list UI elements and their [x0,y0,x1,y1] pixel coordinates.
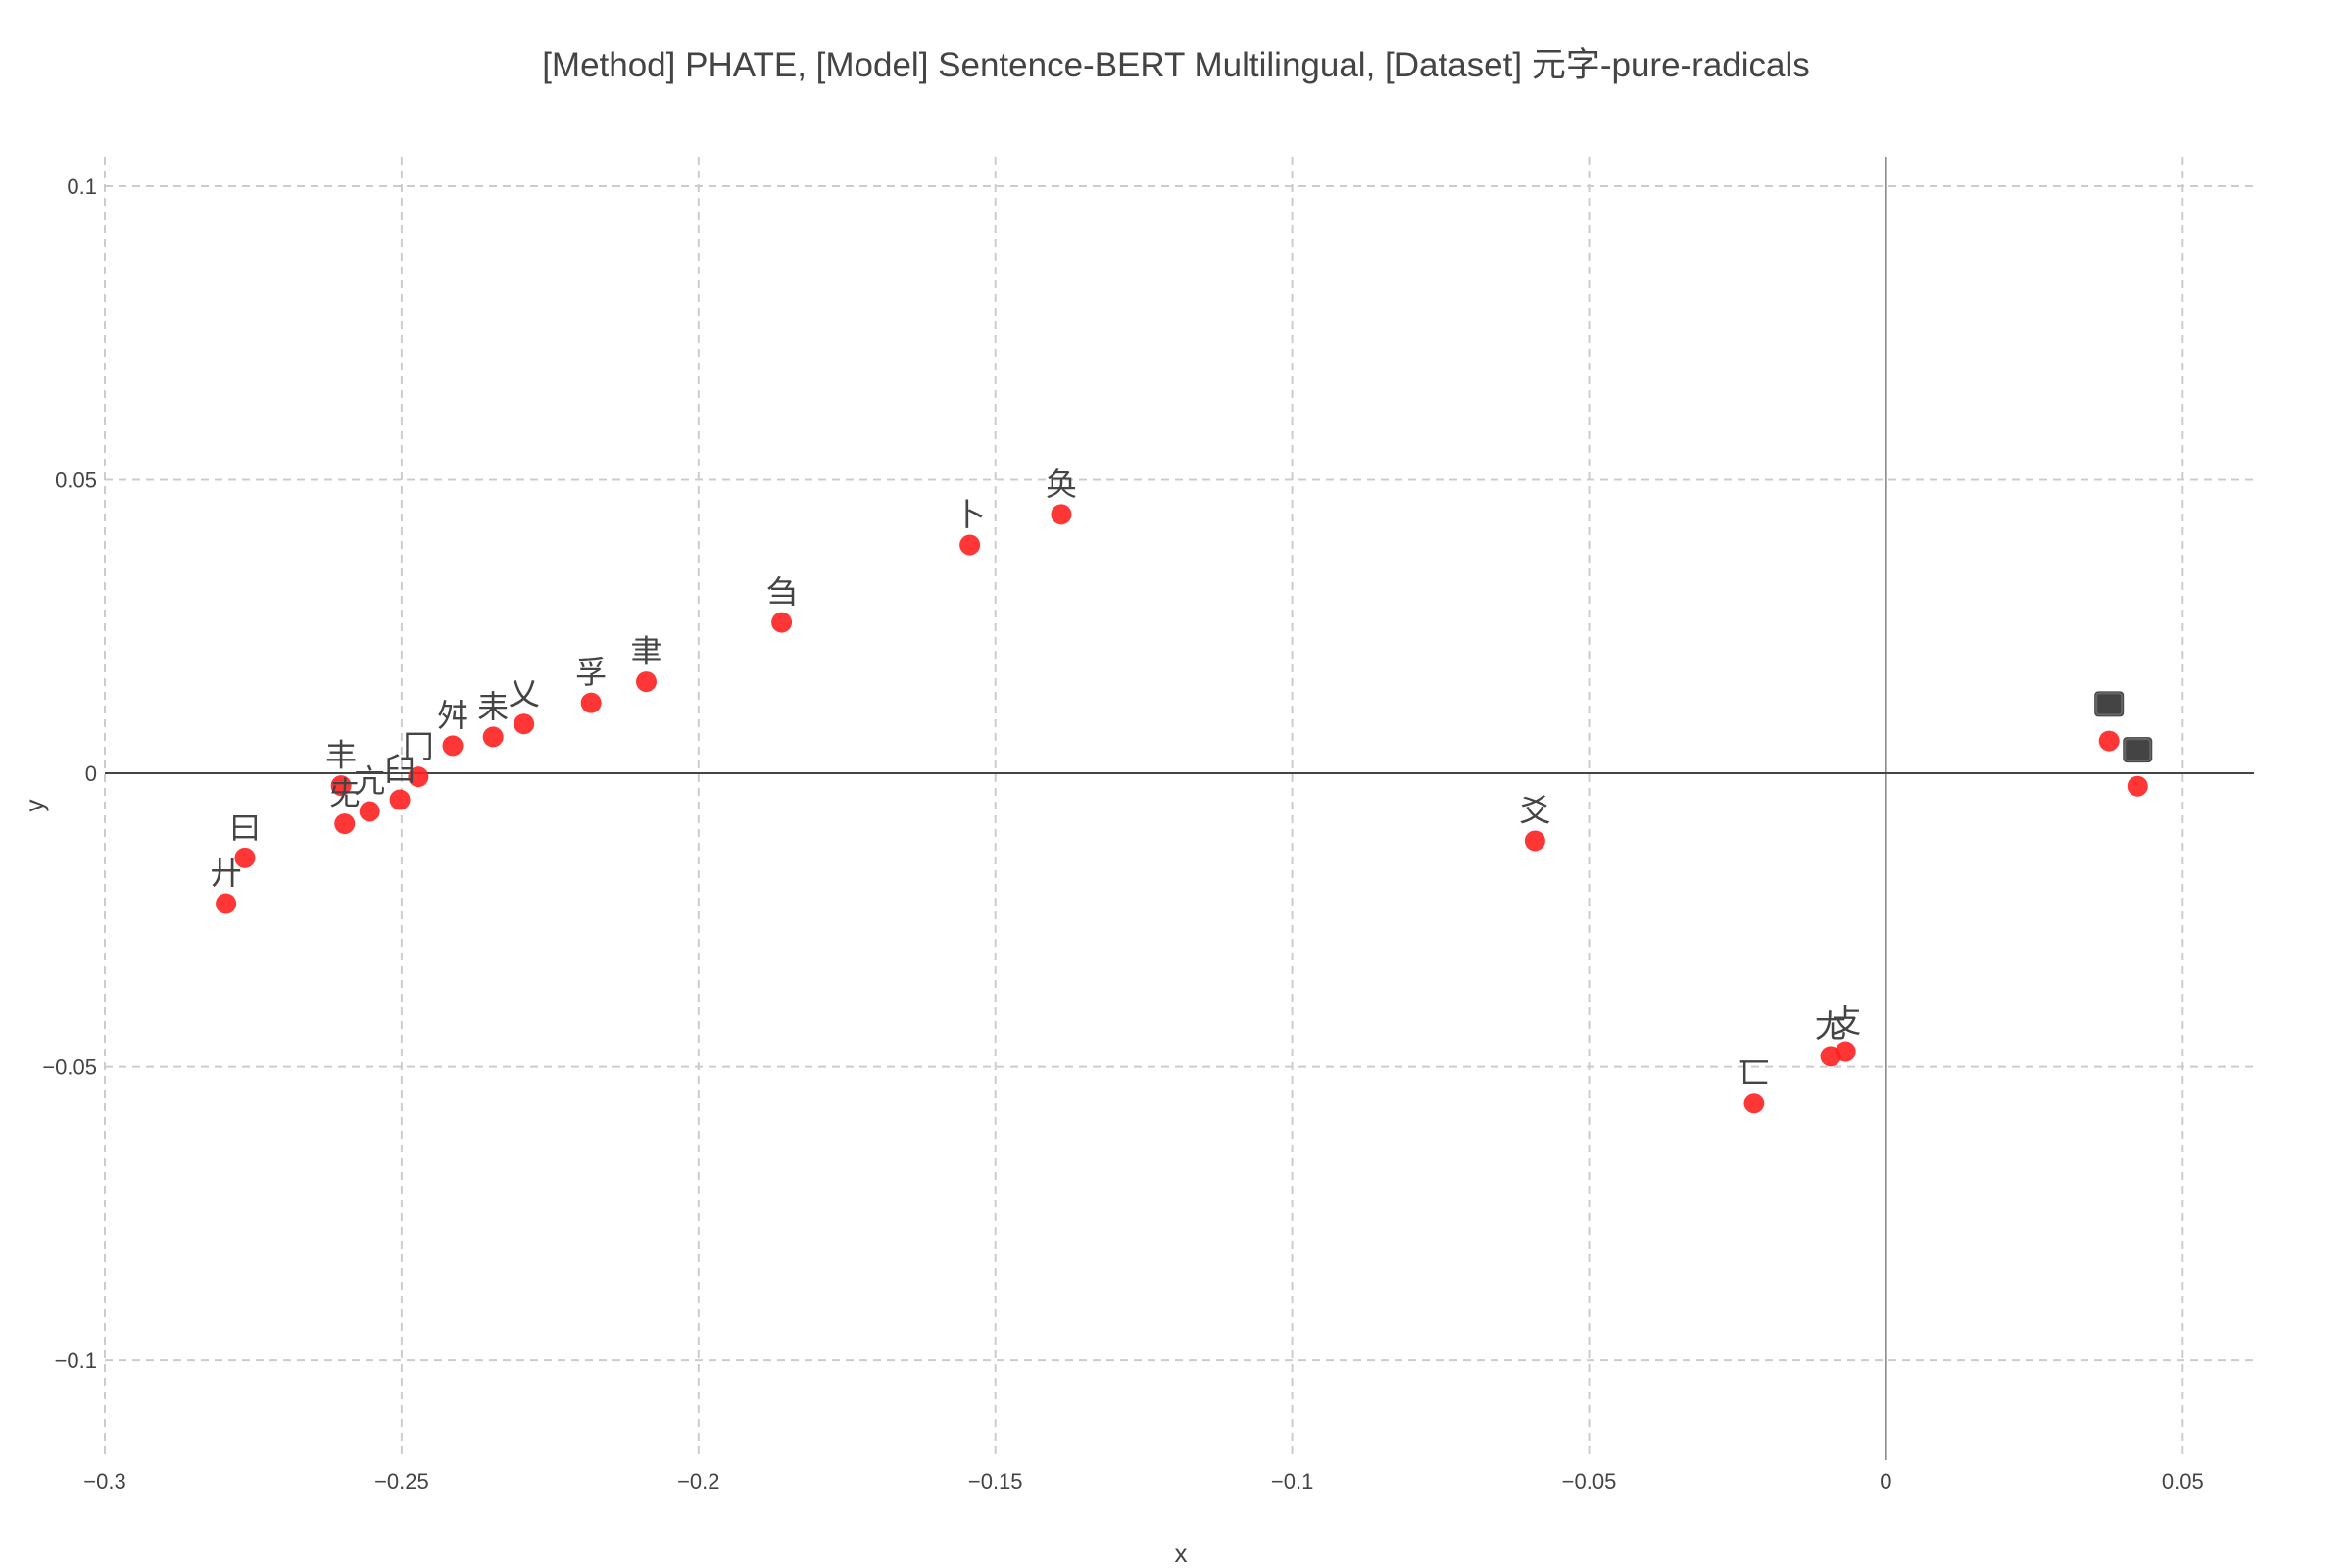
x-tick-label: −0.1 [1271,1469,1313,1494]
point-label: 攴 [1830,1003,1861,1040]
y-tick-label: 0.05 [55,468,97,493]
data-point [514,713,535,735]
point-label: 匸 [1739,1054,1770,1092]
data-point [580,692,602,713]
point-label: 聿 [630,633,662,670]
point-label: 尢 [1815,1007,1846,1045]
point-label: 孚 [575,654,607,691]
y-tick-label: 0 [85,761,97,786]
x-tick-label: −0.15 [968,1469,1023,1494]
data-point [359,801,380,822]
point-label: 舛 [437,697,468,734]
tick-labels: −0.3 −0.25 −0.2 −0.15 −0.1 −0.05 0 0.05 −0.1 −0.0… [42,174,2203,1494]
point-label: 亢 [354,762,385,800]
point-label: 臼 [384,751,416,788]
x-tick-label: −0.05 [1562,1469,1617,1494]
data-point [330,775,352,797]
y-tick-label: −0.1 [55,1348,97,1373]
point-label: 曰 [229,808,261,846]
y-tick-label: −0.05 [42,1055,97,1080]
point-label: 刍 [766,573,798,611]
point-label: 冂 [403,728,434,765]
x-tick-label: −0.3 [83,1469,125,1494]
point-label: 丰 [325,737,357,774]
label-cluster [2123,737,2153,763]
data-point [1835,1041,1856,1062]
data-point [389,789,411,810]
point-label: 爻 [1519,792,1550,829]
grid-lines [104,157,2254,1460]
data-point [1524,830,1545,852]
data-point [2127,775,2148,797]
zero-lines [105,157,2254,1460]
point-label: 卜 [955,496,986,533]
point-label: 乂 [509,675,540,712]
chart-title: [Method] PHATE, [Model] Sentence-BERT Mu… [542,46,1810,84]
y-axis-label: y [20,800,49,812]
x-axis-label: x [1175,1539,1188,1568]
data-point [635,671,657,693]
data-points [216,504,2148,1114]
point-labels: 廾曰 兂丰亢臼冂舛耒乂孚聿 刍 卜 奂爻匸 尢攴 [211,466,1862,1092]
point-label: 兂 [329,775,361,812]
data-point [334,813,356,835]
data-point [1051,504,1072,525]
data-point [234,847,256,868]
x-tick-label: 0 [1880,1469,1891,1494]
data-point [771,612,793,633]
overlapping-label-clusters [2094,691,2153,763]
point-label: 廾 [211,855,242,892]
x-tick-label: −0.2 [677,1469,719,1494]
point-label: 耒 [477,688,509,725]
x-tick-label: −0.25 [374,1469,429,1494]
data-point [442,735,464,757]
y-tick-label: 0.1 [67,174,97,199]
data-point [408,766,429,788]
data-point [959,534,981,556]
data-point [482,726,504,748]
data-point [2098,730,2120,752]
label-cluster [2094,691,2125,717]
data-point [216,893,237,914]
point-label: 奂 [1046,466,1077,503]
data-point [1743,1093,1765,1114]
x-tick-label: 0.05 [2162,1469,2204,1494]
